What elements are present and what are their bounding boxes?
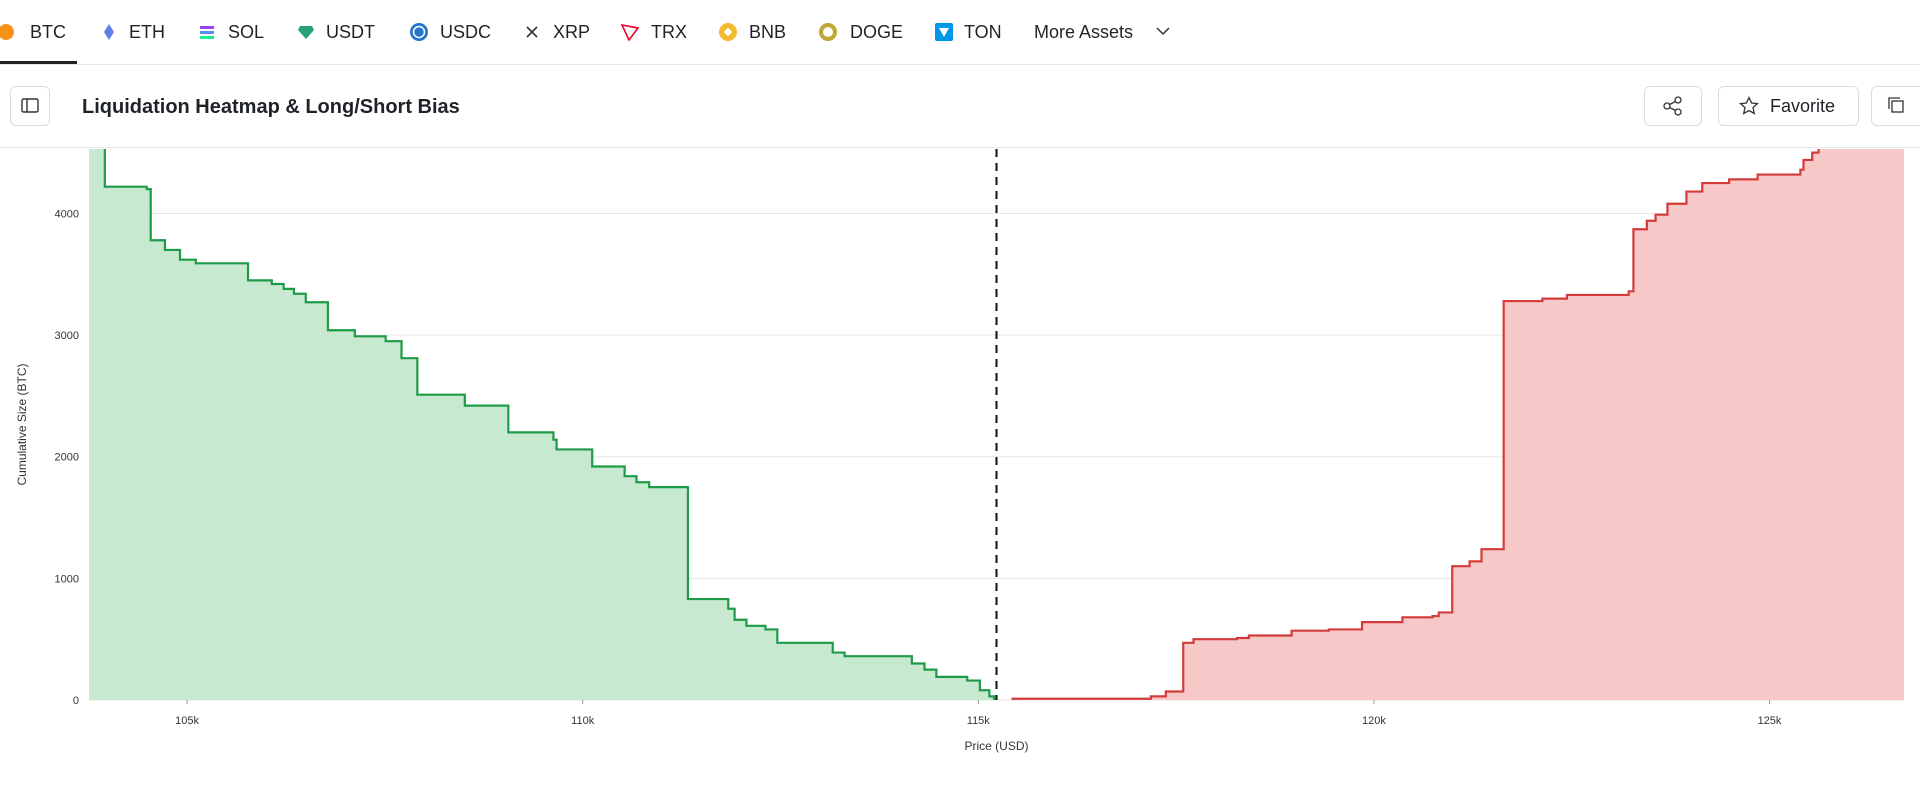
favorite-button[interactable]: Favorite — [1718, 86, 1859, 126]
favorite-label: Favorite — [1770, 96, 1836, 116]
tab-bar — [0, 0, 1920, 65]
copy-icon — [1888, 97, 1904, 113]
eth-icon — [104, 24, 114, 40]
tab[interactable]: BNB — [749, 22, 787, 42]
tab[interactable]: SOL — [228, 22, 265, 42]
y-tick-label: 3000 — [55, 330, 79, 342]
share-icon — [1663, 96, 1682, 116]
star-icon — [1739, 96, 1759, 115]
chart: 0 1000 2000 3000 4000 105k 110k 115k 120k 125k Pri… — [15, 149, 1904, 753]
active-tab-indicator — [0, 61, 77, 64]
y-tick-label: 0 — [73, 695, 79, 707]
y-tick-label: 4000 — [55, 208, 79, 220]
xrp-icon — [526, 26, 538, 38]
tab[interactable]: XRP — [553, 22, 591, 42]
doge-icon — [819, 23, 837, 41]
page-title: Liquidation Heatmap & Long/Short Bias — [82, 96, 460, 118]
share-button[interactable] — [1644, 86, 1702, 126]
usdc-icon — [410, 23, 428, 41]
x-tick-label: 120k — [1362, 715, 1386, 727]
x-tick-label: 110k — [571, 715, 595, 727]
y-tick-label: 2000 — [55, 452, 79, 464]
btc-icon — [0, 24, 14, 40]
area — [89, 149, 995, 700]
sidebar-toggle[interactable] — [10, 86, 50, 126]
step-line — [103, 149, 996, 700]
ton-icon — [935, 23, 953, 41]
x-tick-label: 125k — [1758, 715, 1782, 727]
trx-icon — [620, 23, 640, 42]
tab[interactable]: ETH — [129, 22, 165, 42]
sol-icon — [200, 26, 214, 39]
tab[interactable]: USDC — [440, 22, 492, 42]
tab[interactable]: DOGE — [850, 22, 904, 42]
plot-area — [89, 149, 1904, 700]
sidebar-icon — [21, 98, 39, 113]
usdt-icon — [298, 26, 314, 39]
tab[interactable]: USDT — [326, 22, 375, 42]
step-line — [1011, 149, 1820, 700]
y-tick-label: 1000 — [55, 573, 79, 585]
tab[interactable]: BTC — [30, 22, 66, 42]
copy-button[interactable] — [1871, 86, 1920, 126]
chevron-icon — [1156, 27, 1170, 36]
tab[interactable]: TON — [964, 22, 1002, 42]
header-divider — [0, 147, 1920, 148]
more-assets[interactable]: More Assets — [1034, 22, 1134, 42]
x-tick-label: 115k — [967, 715, 991, 727]
x-tick-label: 105k — [175, 715, 199, 727]
tab[interactable]: TRX — [651, 22, 687, 42]
x-axis-label: Price (USD) — [964, 739, 1028, 753]
y-axis-label: Cumulative Size (BTC) — [15, 363, 29, 485]
area — [1011, 149, 1904, 700]
bnb-icon — [719, 23, 737, 41]
